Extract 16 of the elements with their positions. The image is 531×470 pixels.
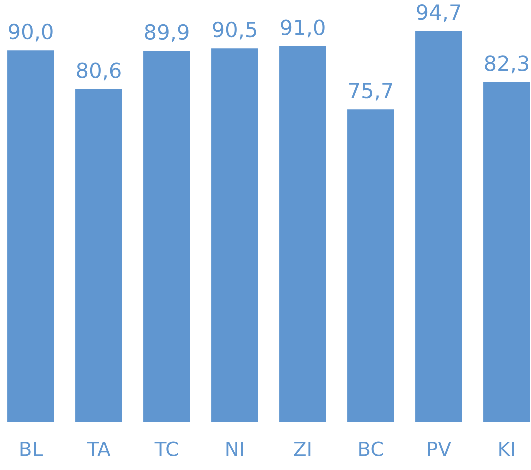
x-tick-label: BC [360,442,384,456]
x-tick-label: ZI [294,442,311,456]
x-tick-label: KI [500,442,514,456]
data-label: 90,5 [213,22,256,40]
x-tick-label: PV [428,442,452,456]
data-label: 89,9 [145,24,189,42]
x-tick-label: BL [20,442,43,456]
x-tick-label: NI [226,442,244,456]
data-label: 94,7 [417,4,460,22]
x-tick-label: TA [87,442,111,456]
data-label: 80,6 [77,62,121,81]
x-tick-label: TC [154,442,178,456]
data-label: 75,7 [350,83,392,101]
data-label: 91,0 [281,20,325,38]
data-label: 90,0 [9,24,53,42]
data-label: 82,3 [485,56,529,74]
